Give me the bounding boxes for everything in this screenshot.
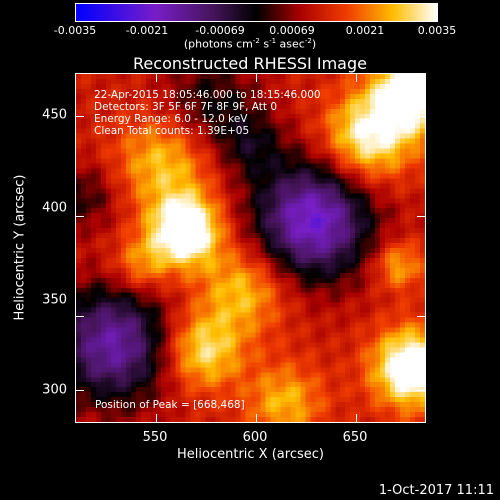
y-tick-label: 300 [42, 382, 67, 398]
colorbar-units: (photons cm-2 s-1 asec-2) [183, 37, 317, 51]
plot-title: Reconstructed RHESSI Image [133, 54, 367, 73]
footer-date: 1-Oct-2017 11:11 [378, 483, 494, 498]
rhessi-image [76, 74, 425, 422]
annotation-detectors: Detectors: 3F 5F 6F 7F 8F 9F, Att 0 [94, 101, 278, 113]
y-tick-label: 350 [42, 292, 67, 308]
y-axis-label: Heliocentric Y (arcsec) [12, 174, 28, 321]
colorbar-tick-label: -0.00069 [195, 24, 245, 37]
colorbar-tick-label: -0.0021 [125, 24, 169, 37]
colorbar-tick-label: 0.00069 [269, 24, 315, 37]
y-tick-label: 450 [42, 107, 67, 123]
annotation-clean: Clean Total counts: 1.39E+05 [94, 125, 250, 137]
colorbar [75, 3, 438, 22]
colorbar-tick-label: 0.0035 [417, 24, 457, 37]
x-tick-label: 600 [242, 430, 268, 445]
peak-position-label: Position of Peak = [668,468] [95, 399, 245, 411]
image-plot: 22-Apr-2015 18:05:46.000 to 18:15:46.000… [75, 73, 426, 423]
x-tick-label: 650 [342, 430, 368, 445]
colorbar-tick-label: 0.0021 [345, 24, 385, 37]
annotation-energy: Energy Range: 6.0 - 12.0 keV [94, 113, 248, 125]
y-tick-label: 400 [42, 200, 67, 216]
annotation-time: 22-Apr-2015 18:05:46.000 to 18:15:46.000 [94, 89, 321, 101]
x-axis-label: Heliocentric X (arcsec) [177, 447, 324, 462]
colorbar-tick-label: -0.0035 [53, 24, 97, 37]
x-tick-label: 550 [142, 430, 168, 445]
